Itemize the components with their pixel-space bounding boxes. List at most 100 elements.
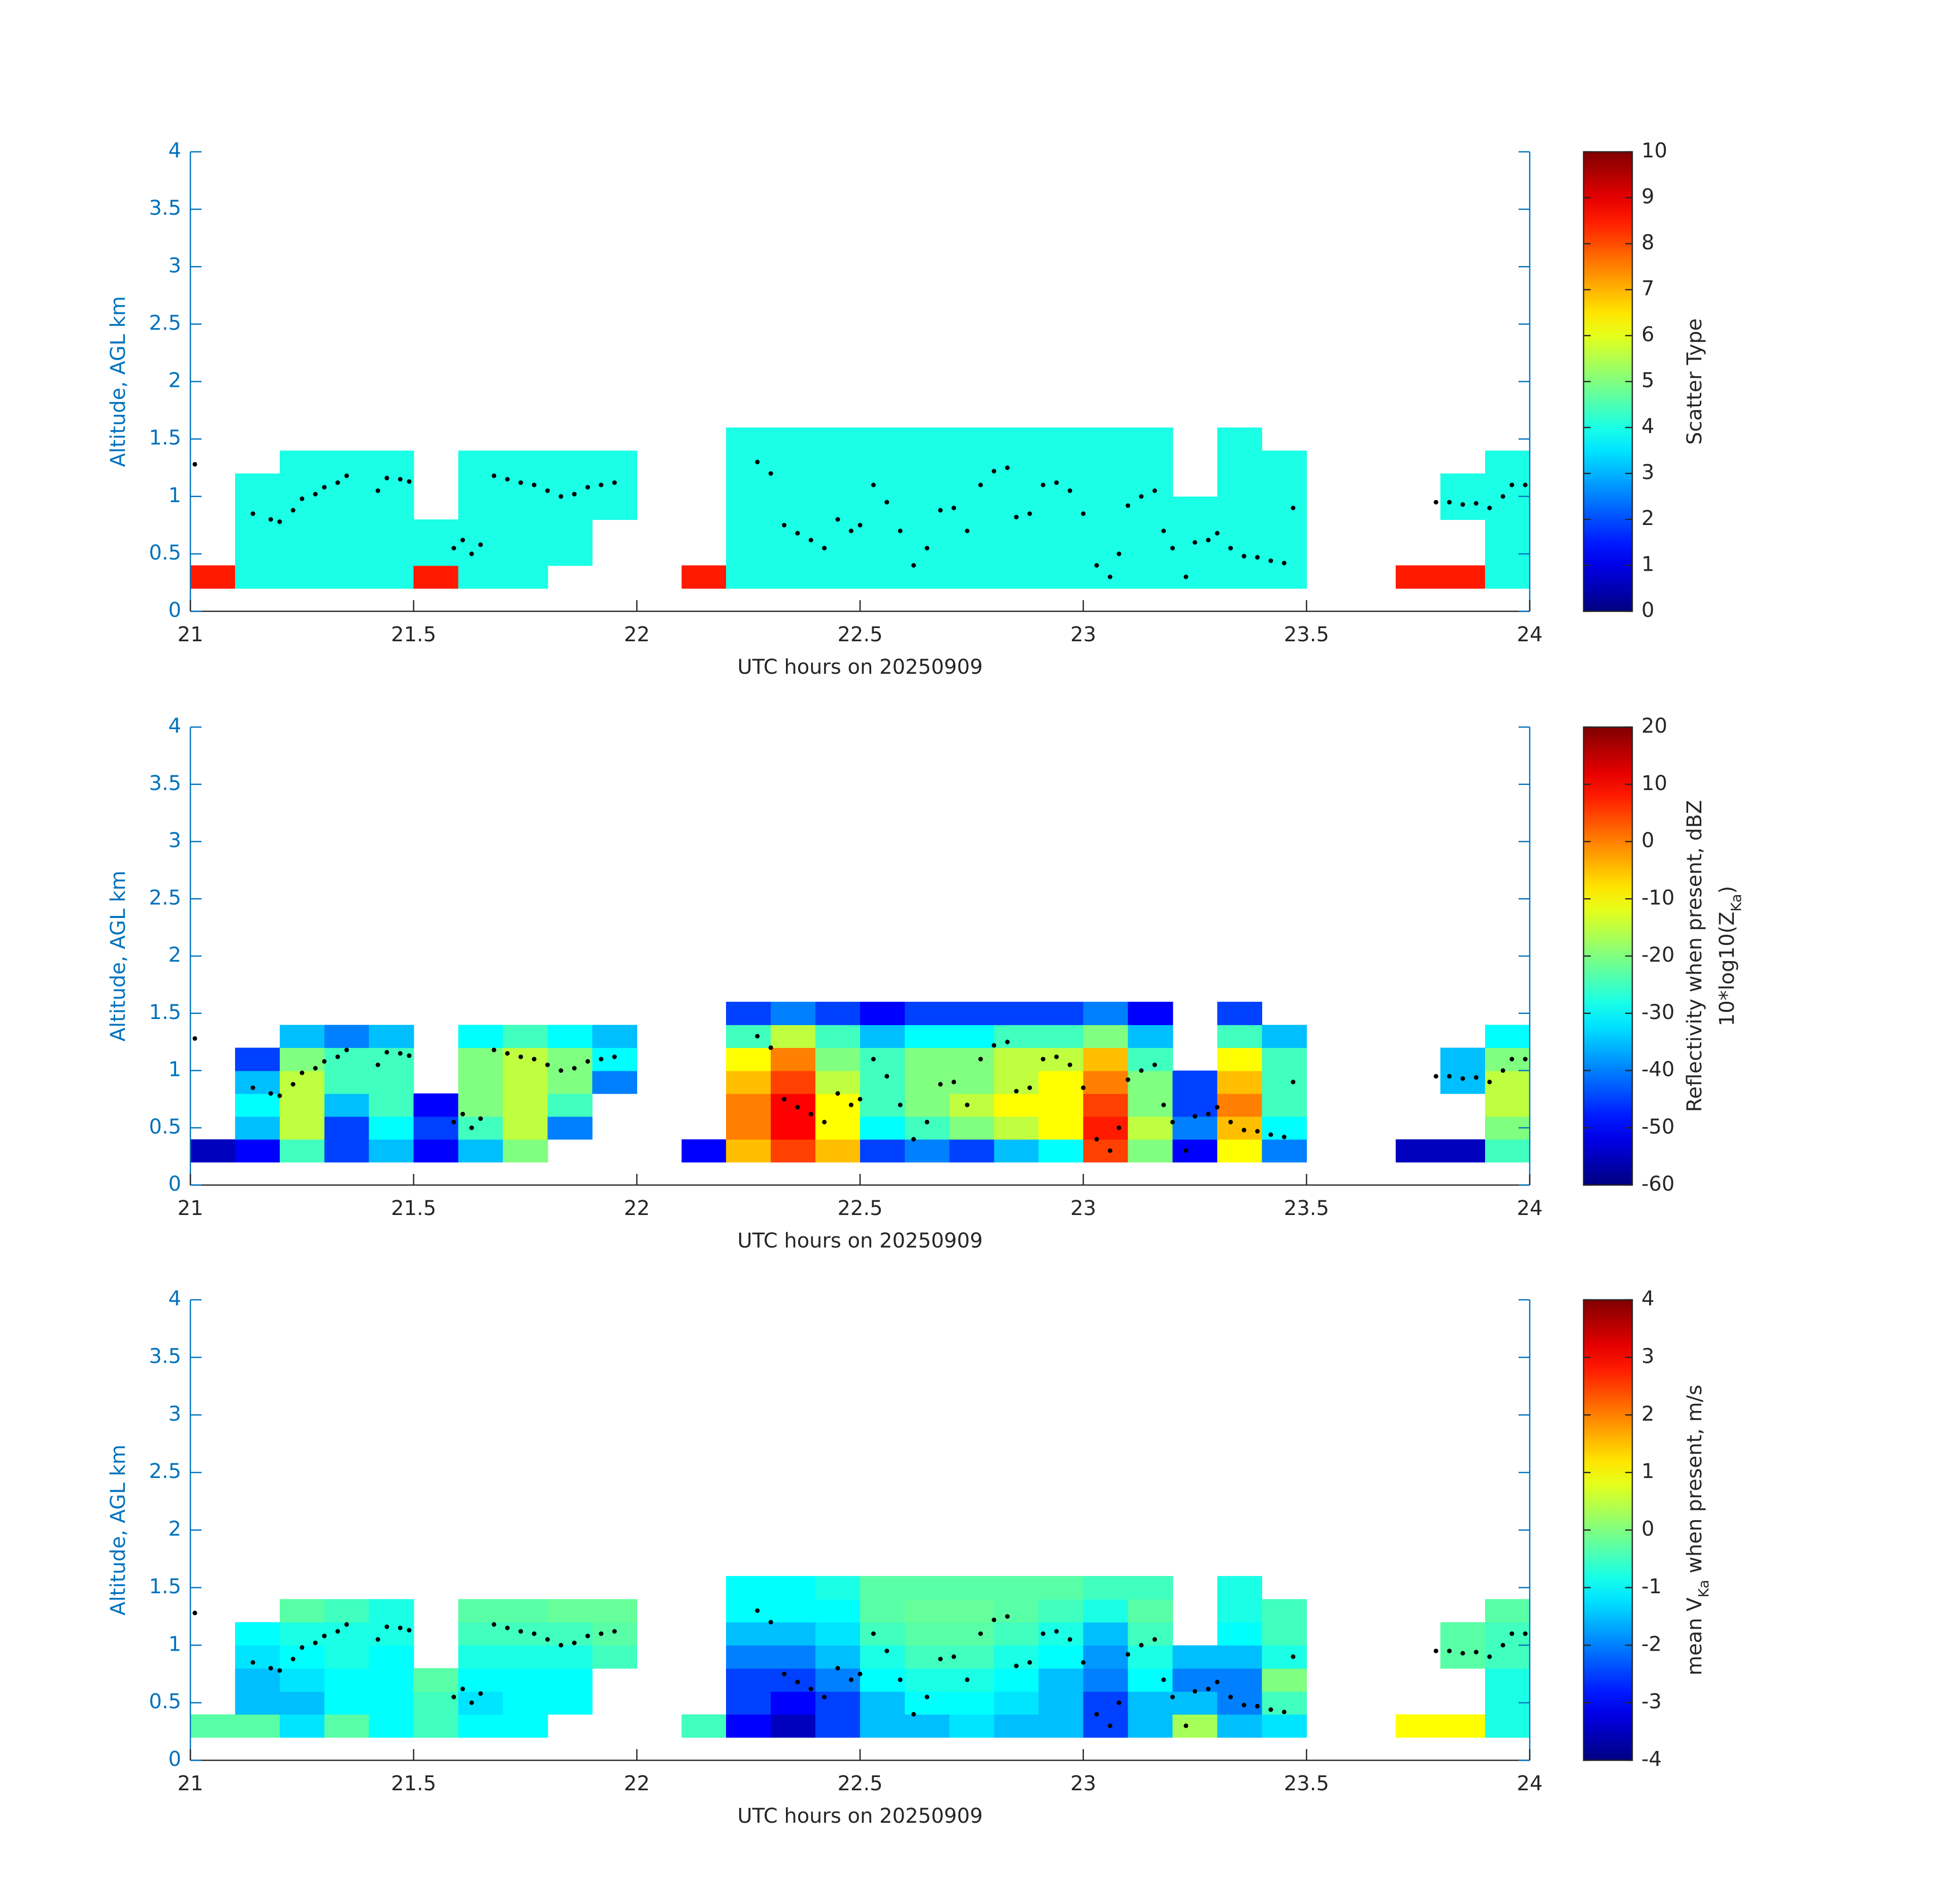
overlay-point [532, 1057, 537, 1062]
y-tick-label: 4 [169, 139, 181, 162]
heatmap-cell [279, 1116, 325, 1140]
overlay-point [911, 1137, 916, 1142]
overlay-point [1268, 558, 1273, 563]
y-tick-label: 1 [169, 484, 181, 507]
y-axis-label: Altitude, AGL km [107, 296, 130, 467]
heatmap-cell [1172, 519, 1218, 543]
x-tick-label: 21.5 [391, 1772, 436, 1795]
x-tick-label: 22 [624, 623, 650, 646]
y-tick-label: 1.5 [149, 1001, 181, 1024]
heatmap-cell [726, 519, 771, 543]
x-tick-label: 23.5 [1284, 1197, 1329, 1220]
overlay-point [1255, 1703, 1260, 1709]
overlay-point [951, 1654, 957, 1659]
heatmap-cell [503, 1691, 548, 1715]
heatmap-cell [235, 519, 280, 543]
y-axis-label: Altitude, AGL km [107, 871, 130, 1042]
heatmap-cell [860, 565, 905, 589]
heatmap-cell [771, 1139, 816, 1163]
overlay-point [558, 1643, 564, 1648]
heatmap-cell [860, 1576, 905, 1600]
heatmap-cell [726, 1691, 771, 1715]
heatmap-cell [1128, 450, 1173, 474]
heatmap-cell [1172, 1691, 1218, 1715]
heatmap-cell [1485, 1645, 1530, 1669]
heatmap-cell [860, 1047, 905, 1071]
colorbar-label: mean VKa when present, m/s [1683, 1385, 1712, 1676]
overlay-point [407, 479, 412, 484]
heatmap-cell [1083, 496, 1129, 520]
heatmap-cell [994, 565, 1039, 589]
overlay-point [398, 1625, 403, 1630]
overlay-point [835, 517, 840, 522]
heatmap-cell [726, 1645, 771, 1669]
heatmap-cell [369, 1139, 414, 1163]
overlay-point [1067, 488, 1072, 493]
heatmap-cell [1038, 450, 1084, 474]
overlay-point [925, 1120, 930, 1125]
heatmap-cell [235, 1047, 280, 1071]
colorbar-tick-label: 2 [1641, 507, 1654, 530]
heatmap-cell [1485, 1025, 1530, 1048]
overlay-point [1041, 1631, 1046, 1636]
heatmap-cell [458, 450, 504, 474]
heatmap-cell [369, 1070, 414, 1094]
heatmap-cell [413, 542, 459, 566]
heatmap-cell [413, 1691, 459, 1715]
overlay-point [858, 522, 863, 528]
heatmap-cell [458, 1093, 504, 1117]
y-tick-label: 2 [169, 369, 181, 392]
colorbar-tick-label: 3 [1641, 461, 1654, 484]
heatmap-cell [547, 542, 593, 566]
overlay-point [1081, 511, 1086, 516]
overlay-point [1094, 1137, 1099, 1142]
heatmap-cell [1217, 496, 1263, 520]
overlay-point [1081, 1085, 1086, 1090]
overlay-point [884, 500, 890, 505]
overlay-point [469, 551, 474, 556]
heatmap-cell [994, 1002, 1039, 1026]
colorbar-tick-label: 4 [1641, 415, 1654, 438]
overlay-point [277, 519, 282, 524]
heatmap-cell [1038, 473, 1084, 497]
heatmap-cell [1038, 1599, 1084, 1623]
heatmap-cell [324, 450, 370, 474]
overlay-point [782, 1671, 787, 1677]
heatmap-cell [771, 473, 816, 497]
overlay-point [1005, 1614, 1010, 1619]
overlay-point [505, 1051, 510, 1056]
heatmap-cell [726, 1576, 771, 1600]
heatmap-cell [1038, 1668, 1084, 1692]
overlay-point [451, 546, 456, 551]
colorbar-label-subscript: Ka [1728, 894, 1744, 911]
overlay-point [822, 1694, 827, 1699]
overlay-point [1014, 1663, 1019, 1668]
heatmap-cell [726, 1093, 771, 1117]
colorbar [1583, 726, 1633, 1186]
heatmap-cell [771, 1668, 816, 1692]
overlay-point [335, 1629, 340, 1634]
overlay-point [848, 529, 853, 534]
heatmap-cell [1262, 1645, 1307, 1669]
heatmap-cell [592, 1070, 638, 1094]
heatmap-cell [994, 1691, 1039, 1715]
colorbar-tick-label: -50 [1641, 1115, 1674, 1138]
heatmap-cell [503, 496, 548, 520]
heatmap-cell [1485, 1599, 1530, 1623]
heatmap-cell [771, 450, 816, 474]
overlay-point [1193, 1114, 1197, 1119]
colorbar-tick-label: 1 [1641, 553, 1654, 576]
overlay-point [1116, 551, 1122, 556]
heatmap-cell [1217, 1093, 1263, 1117]
overlay-point [992, 1617, 997, 1622]
overlay-point [1054, 480, 1059, 485]
overlay-point [1170, 1120, 1175, 1125]
overlay-point [460, 1111, 465, 1117]
heatmap-cell [1172, 1668, 1218, 1692]
overlay-point [451, 1120, 456, 1125]
heatmap-cell [1440, 496, 1486, 520]
heatmap-cell [771, 519, 816, 543]
heatmap-cell [1128, 1645, 1173, 1669]
overlay-point [1206, 538, 1211, 543]
heatmap-cell [369, 1047, 414, 1071]
